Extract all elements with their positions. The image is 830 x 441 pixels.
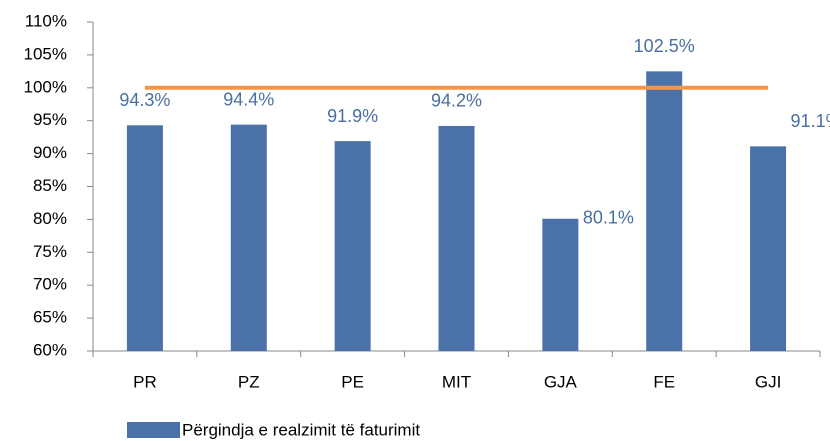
y-tick-label: 95% — [33, 110, 67, 129]
bar — [230, 124, 267, 351]
y-tick-label: 65% — [33, 308, 67, 327]
y-tick-label: 100% — [24, 77, 67, 96]
data-label: 94.2% — [431, 91, 482, 111]
y-tick-label: 85% — [33, 176, 67, 195]
x-tick-label: PZ — [238, 372, 260, 391]
data-label: 102.5% — [634, 36, 695, 56]
x-tick-label: GJI — [755, 372, 781, 391]
data-label: 91.1% — [791, 111, 830, 131]
bar — [334, 141, 371, 351]
bar — [126, 125, 163, 351]
bar — [542, 218, 579, 351]
x-tick-label: GJA — [544, 372, 578, 391]
x-tick-label: PR — [133, 372, 157, 391]
bar — [750, 146, 787, 351]
y-tick-label: 70% — [33, 275, 67, 294]
x-tick-label: FE — [653, 372, 675, 391]
bar — [438, 125, 475, 352]
x-tick-label: PE — [341, 372, 364, 391]
data-label: 80.1% — [583, 207, 634, 227]
y-tick-label: 75% — [33, 242, 67, 261]
y-tick-label: 90% — [33, 143, 67, 162]
data-label: 91.9% — [327, 106, 378, 126]
data-label: 94.3% — [119, 90, 170, 110]
x-tick-label: MIT — [442, 372, 471, 391]
y-tick-label: 110% — [25, 11, 67, 30]
y-tick-label: 105% — [24, 44, 67, 63]
legend-label: Përgindja e realzimit të faturimit — [182, 420, 420, 439]
data-label: 94.4% — [223, 89, 274, 109]
y-tick-label: 60% — [33, 340, 67, 359]
y-tick-label: 80% — [33, 209, 67, 228]
legend-swatch — [127, 422, 180, 438]
bar — [646, 71, 683, 351]
